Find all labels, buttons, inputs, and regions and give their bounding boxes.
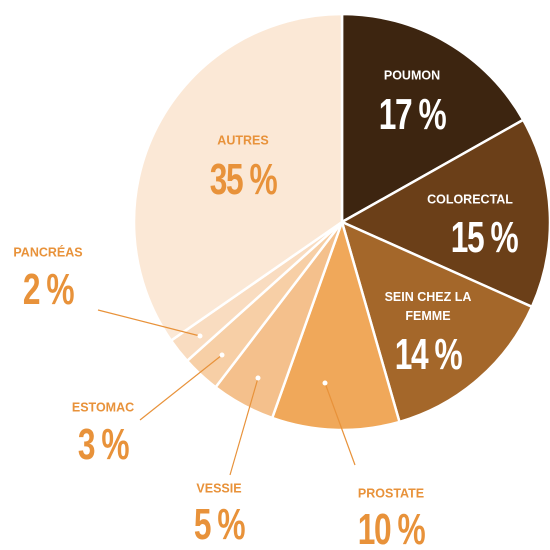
leader-line — [97, 309, 201, 337]
leader-dot — [219, 352, 225, 358]
pie-slice — [270, 217, 402, 432]
slice-value: 15 % — [450, 213, 519, 262]
slice-value: 3 % — [77, 420, 130, 469]
leader-dot — [322, 380, 328, 386]
leader-dot — [197, 333, 203, 339]
slice-label: ESTOMAC — [71, 400, 135, 415]
leader-line — [324, 382, 356, 466]
slice-value: 10 % — [357, 505, 426, 550]
slice-value: 14 % — [394, 330, 463, 379]
pie-slice — [132, 12, 344, 343]
slice-label: VESSIE — [196, 481, 242, 496]
slice-label: PROSTATE — [357, 486, 425, 501]
leader-line — [229, 377, 259, 476]
pie-slice — [340, 219, 534, 424]
leader-line — [139, 354, 223, 421]
slice-label: POUMON — [383, 68, 441, 83]
slice-value: 5 % — [193, 500, 246, 549]
slice-label: PANCRÉAS — [13, 245, 83, 260]
pie-slice — [340, 12, 525, 225]
slice-value: 35 % — [209, 155, 278, 204]
leader-dot — [255, 375, 261, 381]
slice-value: 17 % — [378, 90, 447, 139]
slice-label: SEIN CHEZ LA FEMME — [384, 290, 472, 323]
slice-value: 2 % — [22, 265, 75, 314]
slice-label: AUTRES — [217, 133, 269, 148]
slice-label: COLORECTAL — [427, 192, 513, 207]
